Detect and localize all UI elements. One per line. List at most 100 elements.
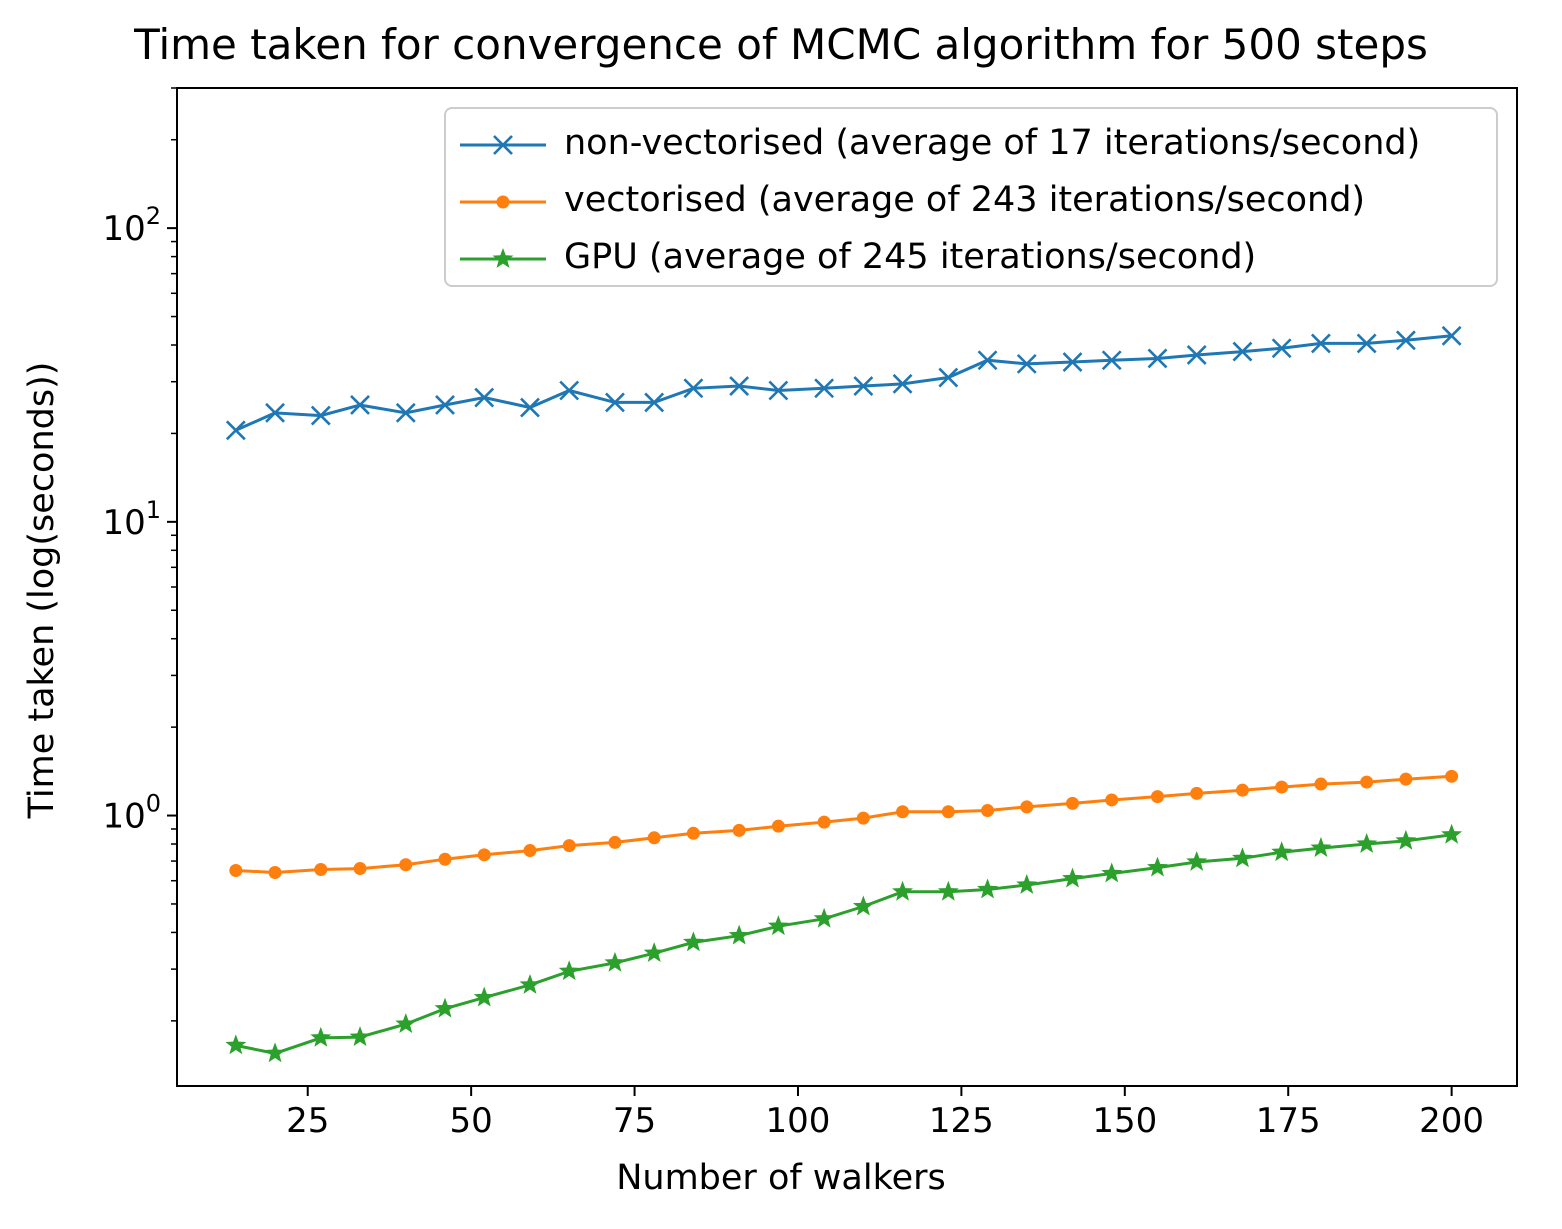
series-line xyxy=(235,833,1452,1055)
legend-label: non-vectorised (average of 17 iterations… xyxy=(564,123,1421,163)
data-point xyxy=(1360,775,1374,789)
data-point xyxy=(1101,862,1123,883)
series-2 xyxy=(225,823,1463,1063)
data-point xyxy=(728,924,750,945)
y-axis-label: Time taken (log(seconds)) xyxy=(22,361,62,819)
data-point xyxy=(1356,833,1378,853)
data-point xyxy=(817,815,831,829)
data-point xyxy=(1232,341,1253,362)
y-tick-label: 101 xyxy=(102,496,161,543)
y-tick-label: 100 xyxy=(102,790,161,837)
data-point xyxy=(268,865,282,879)
x-tick-label: 200 xyxy=(1419,1101,1484,1141)
data-point xyxy=(520,397,540,418)
legend-entry: GPU (average of 245 iterations/second) xyxy=(446,231,1496,287)
data-point xyxy=(1275,780,1289,794)
data-point xyxy=(225,1034,247,1055)
data-point xyxy=(937,880,959,901)
series-1 xyxy=(229,769,1459,879)
data-point xyxy=(977,350,998,371)
series-0 xyxy=(225,325,1462,441)
data-point xyxy=(604,951,626,972)
x-tick-label: 75 xyxy=(613,1101,656,1141)
chart-title: Time taken for convergence of MCMC algor… xyxy=(134,20,1428,69)
data-point xyxy=(310,405,331,426)
data-point xyxy=(1271,338,1292,359)
data-point xyxy=(1395,829,1417,850)
data-point xyxy=(350,395,370,415)
data-point xyxy=(768,380,789,401)
legend-swatch xyxy=(460,195,546,209)
data-point xyxy=(1186,345,1207,365)
data-point xyxy=(519,973,541,994)
data-point xyxy=(856,811,870,825)
data-point xyxy=(264,1042,286,1063)
data-point xyxy=(265,402,285,423)
data-point xyxy=(229,863,243,877)
legend-marker xyxy=(493,135,513,155)
data-point xyxy=(605,392,625,413)
data-point xyxy=(438,852,452,866)
data-point xyxy=(399,858,413,872)
legend-marker xyxy=(496,195,510,209)
data-point xyxy=(853,376,874,396)
data-point xyxy=(1020,800,1034,814)
data-point xyxy=(523,844,537,858)
data-point xyxy=(1016,353,1037,374)
legend-entry: vectorised (average of 243 iterations/se… xyxy=(446,174,1496,230)
data-point xyxy=(896,805,910,819)
x-tick-label: 50 xyxy=(450,1101,493,1141)
data-point xyxy=(353,862,367,876)
data-point xyxy=(1441,325,1462,346)
legend-entry: non-vectorised (average of 17 iterations… xyxy=(446,117,1496,173)
data-point xyxy=(938,367,959,388)
data-point xyxy=(1232,847,1253,868)
data-point xyxy=(977,878,998,899)
data-point xyxy=(1235,783,1249,797)
data-point xyxy=(1310,837,1332,857)
x-tick-label: 150 xyxy=(1092,1101,1157,1141)
data-point xyxy=(686,826,700,840)
data-point xyxy=(395,402,416,423)
legend-label: vectorised (average of 243 iterations/se… xyxy=(564,180,1366,220)
data-point xyxy=(892,373,913,394)
data-point xyxy=(1147,348,1168,369)
data-point xyxy=(225,420,246,441)
data-point xyxy=(771,819,785,833)
data-point xyxy=(1395,330,1416,351)
series-line xyxy=(235,334,1452,432)
data-point xyxy=(1356,333,1377,354)
data-point xyxy=(1066,796,1080,810)
data-point xyxy=(941,805,955,819)
data-point xyxy=(434,997,456,1018)
legend: non-vectorised (average of 17 iterations… xyxy=(444,107,1498,287)
legend-label: GPU (average of 245 iterations/second) xyxy=(564,237,1257,277)
data-point xyxy=(1190,786,1204,800)
data-point xyxy=(643,942,665,963)
data-point xyxy=(1062,867,1083,888)
legend-swatch xyxy=(460,135,546,155)
data-point xyxy=(562,839,576,853)
data-point xyxy=(1441,823,1463,844)
data-point xyxy=(1186,850,1208,871)
x-tick-label: 125 xyxy=(929,1101,994,1141)
data-point xyxy=(473,986,495,1007)
data-point xyxy=(477,848,491,862)
data-point xyxy=(558,960,580,981)
data-point xyxy=(1101,350,1122,371)
axes-frame xyxy=(176,87,1518,1087)
series-line xyxy=(235,774,1452,875)
data-point xyxy=(1105,793,1119,807)
data-point xyxy=(647,831,661,845)
data-point xyxy=(732,823,746,837)
data-point xyxy=(314,863,328,877)
data-point xyxy=(852,895,874,916)
legend-marker xyxy=(492,248,514,268)
data-point xyxy=(767,915,789,936)
data-point xyxy=(395,1013,417,1033)
data-point xyxy=(1150,790,1164,804)
data-point xyxy=(608,835,622,849)
data-point xyxy=(682,931,704,952)
data-point xyxy=(729,376,750,396)
data-point xyxy=(813,907,835,928)
